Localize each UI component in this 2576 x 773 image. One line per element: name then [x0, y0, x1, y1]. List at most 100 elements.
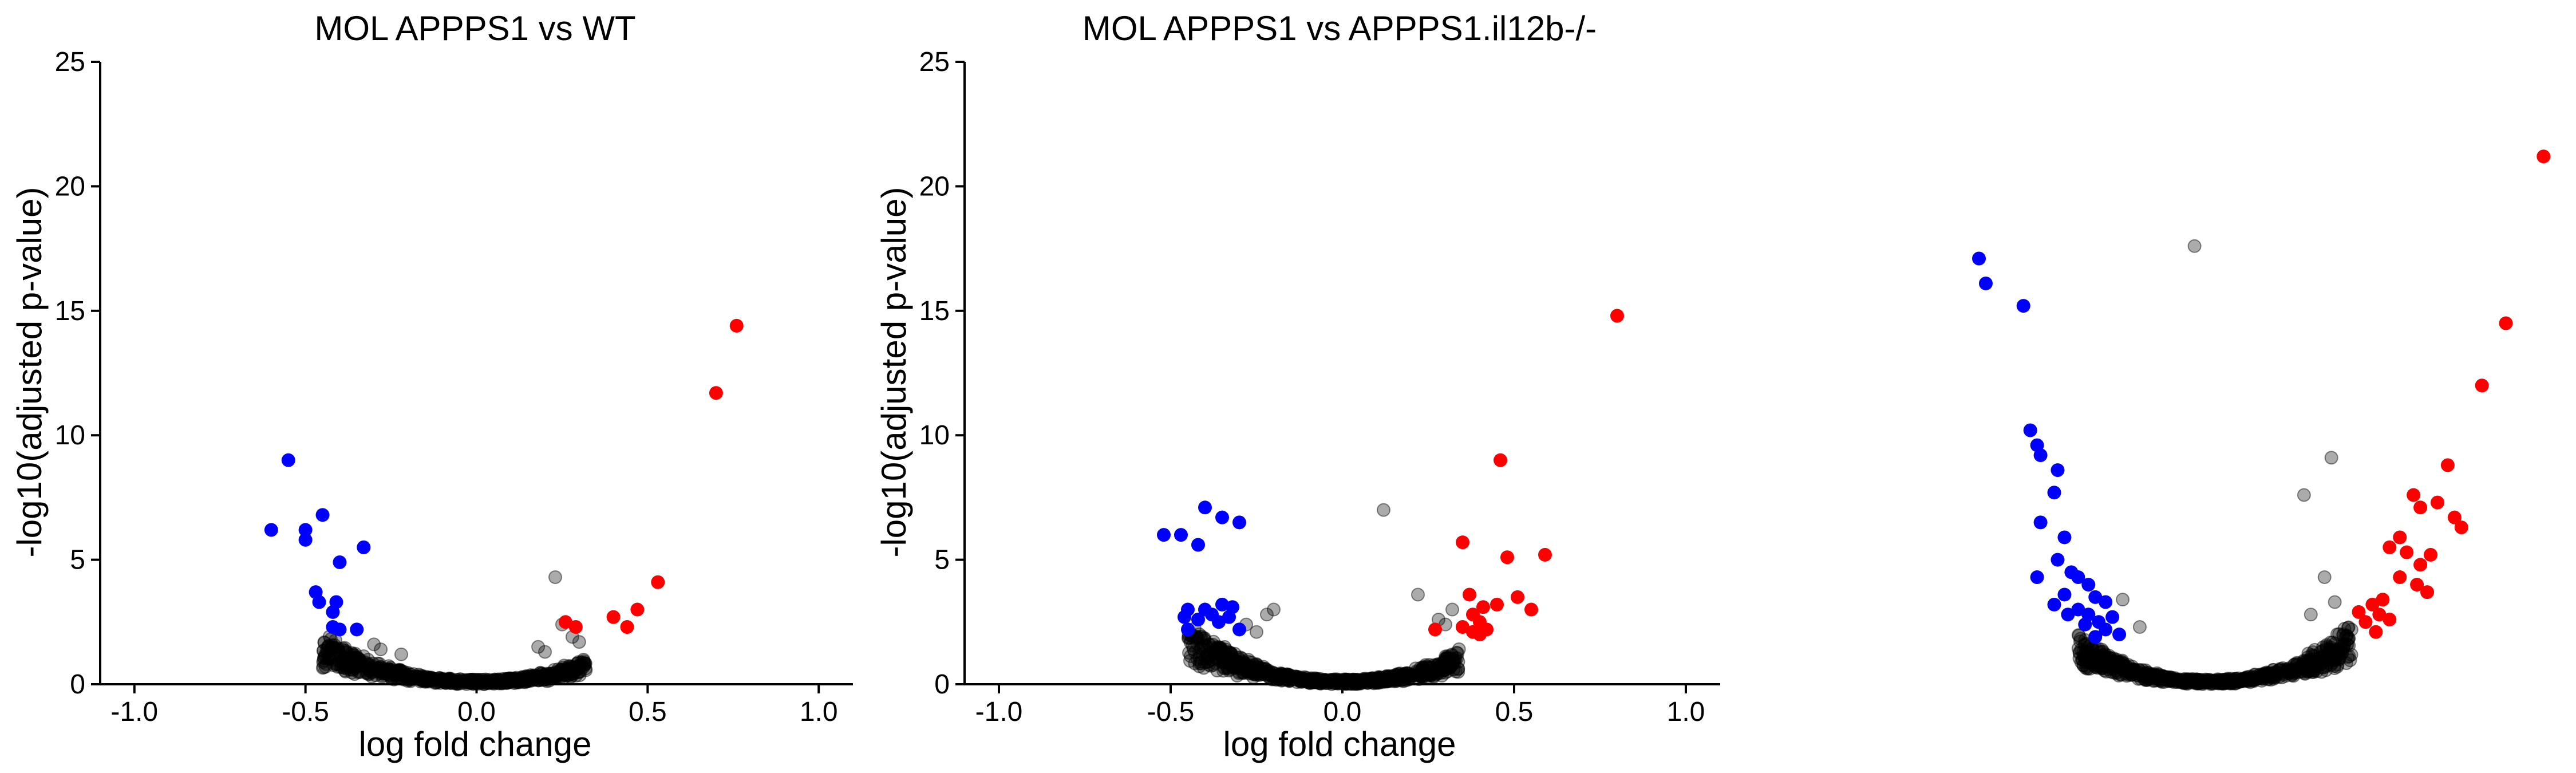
- ns-point: [1349, 673, 1364, 687]
- ns-point: [1218, 648, 1232, 662]
- ns-point: [447, 674, 461, 688]
- ns-point: [429, 676, 444, 690]
- down-regulated-point: [2112, 628, 2127, 642]
- ns-point: [1270, 669, 1285, 684]
- ns-point: [412, 668, 426, 682]
- ns-point: [1236, 654, 1251, 669]
- down-regulated-point: [2099, 595, 2113, 609]
- ns-point: [433, 675, 448, 689]
- down-regulated-point: [1232, 622, 1246, 637]
- ns-point: [348, 650, 362, 664]
- ns-point: [1343, 676, 1357, 691]
- ns-point: [397, 668, 412, 682]
- ns-point: [502, 675, 516, 689]
- ns-point: [468, 675, 483, 689]
- ns-point: [511, 675, 525, 689]
- ns-point: [415, 673, 429, 687]
- ns-point: [373, 660, 388, 674]
- ns-point: [393, 664, 407, 679]
- ns-point: [443, 676, 457, 690]
- down-regulated-point: [2047, 597, 2061, 612]
- ns-point: [318, 648, 332, 662]
- ns-point: [394, 647, 408, 661]
- ns-point: [576, 653, 591, 667]
- panel-title: MOL APPPS1 vs WT: [314, 9, 635, 48]
- ns-point: [464, 676, 478, 690]
- x-tick-label: 0.5: [1495, 697, 1534, 727]
- ns-point: [437, 673, 452, 688]
- ns-point: [554, 667, 568, 681]
- ns-point: [511, 672, 526, 686]
- ns-point: [482, 674, 496, 688]
- ns-point: [351, 655, 366, 669]
- ns-point: [496, 674, 511, 688]
- ns-point: [2139, 665, 2154, 680]
- ns-point: [576, 660, 590, 675]
- ns-point: [346, 654, 361, 669]
- ns-point: [1327, 672, 1341, 687]
- ns-point: [415, 673, 429, 687]
- ns-point: [441, 673, 456, 687]
- ns-point: [424, 671, 438, 685]
- ns-point: [339, 661, 354, 676]
- ns-point: [465, 673, 479, 687]
- ns-point: [362, 667, 377, 681]
- ns-point: [1381, 670, 1395, 684]
- ns-point: [557, 658, 571, 673]
- ns-point: [326, 653, 341, 667]
- ns-point: [397, 667, 411, 681]
- ns-point: [324, 642, 338, 656]
- down-regulated-point: [1178, 610, 1191, 624]
- ns-point: [392, 666, 406, 680]
- ns-point: [370, 664, 385, 678]
- ns-point: [320, 645, 334, 659]
- ns-point: [459, 674, 473, 688]
- ns-point: [359, 659, 373, 673]
- ns-point: [520, 669, 535, 684]
- y-tick-label: 10: [55, 420, 85, 451]
- ns-point: [374, 664, 389, 679]
- ns-point: [1430, 657, 1444, 672]
- up-regulated-point: [2352, 605, 2366, 619]
- ns-point: [472, 676, 487, 690]
- ns-point: [476, 675, 491, 689]
- ns-point: [484, 675, 498, 689]
- ns-point: [398, 669, 412, 684]
- ns-point: [515, 672, 529, 687]
- ns-point: [419, 669, 433, 684]
- ns-point: [321, 651, 335, 665]
- ns-point: [499, 673, 513, 688]
- ns-point: [511, 673, 526, 687]
- ns-point: [524, 669, 539, 683]
- ns-point: [332, 654, 346, 669]
- down-regulated-point: [1198, 602, 1212, 617]
- ns-point: [578, 657, 592, 672]
- ns-point: [343, 662, 358, 677]
- ns-point: [534, 666, 548, 681]
- ns-point: [468, 676, 482, 690]
- ns-point: [401, 672, 415, 686]
- ns-point: [335, 642, 350, 657]
- ns-point: [556, 662, 570, 676]
- up-regulated-point: [2440, 458, 2455, 472]
- ns-point: [415, 669, 429, 684]
- up-regulated-point: [2393, 570, 2407, 585]
- ns-point: [500, 672, 514, 687]
- ns-point: [578, 658, 592, 672]
- down-regulated-point: [1232, 515, 1246, 530]
- ns-point: [457, 675, 472, 689]
- ns-point: [414, 673, 429, 688]
- ns-point: [497, 676, 512, 690]
- ns-point: [542, 673, 556, 688]
- ns-point: [526, 669, 540, 683]
- ns-point: [522, 671, 536, 685]
- ns-point: [344, 650, 358, 665]
- ns-point: [361, 653, 376, 667]
- ns-point: [570, 656, 584, 671]
- ns-point: [2193, 675, 2207, 689]
- ns-point: [2113, 657, 2127, 671]
- ns-point: [442, 671, 456, 685]
- ns-point: [548, 669, 563, 684]
- ns-point: [347, 650, 361, 665]
- ns-point: [337, 661, 351, 675]
